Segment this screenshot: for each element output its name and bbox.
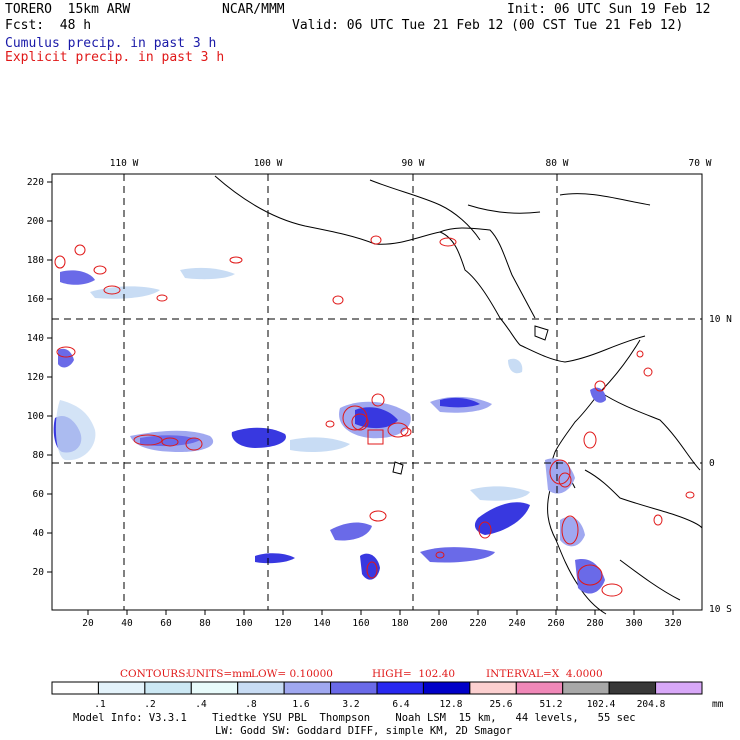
x-tick-label: 140 [313, 618, 330, 629]
y-tick-label: 40 [33, 528, 45, 539]
contours-high: HIGH= 102.40 [372, 668, 456, 680]
colorbar-unit: mm [712, 699, 724, 710]
lon-label-80w: 80 W [546, 158, 569, 169]
lat-label-eq: 0 [709, 458, 715, 469]
init-time: Init: 06 UTC Sun 19 Feb 12 [507, 2, 711, 17]
colorbar-swatch [330, 681, 378, 695]
field-title-explicit: Explicit precip. in past 3 h [5, 50, 225, 65]
map-area: 110 W 100 W 90 W 80 W 70 W 10 N 0 10 S 2… [27, 158, 732, 629]
axis-ticks [47, 181, 674, 615]
colorbar-swatch [655, 681, 703, 695]
contours-units: UNITS=mm [187, 668, 253, 680]
lat-lon-grid [52, 174, 702, 610]
x-tick-label: 260 [547, 618, 564, 629]
contours-label: CONTOURS: [120, 668, 189, 680]
valid-time: Valid: 06 UTC Tue 21 Feb 12 (00 CST Tue … [292, 18, 684, 33]
organization: NCAR/MMM [222, 2, 285, 17]
x-tick-label: 240 [508, 618, 525, 629]
x-tick-label: 200 [430, 618, 447, 629]
map-frame [51, 173, 703, 611]
x-tick-label: 220 [469, 618, 486, 629]
y-tick-label: 140 [27, 333, 44, 344]
y-tick-label: 100 [27, 411, 44, 422]
colorbar-label: .1 [94, 699, 106, 710]
colorbar-swatch [515, 681, 564, 695]
explicit-precip-contours [54, 235, 695, 597]
lon-label-110w: 110 W [110, 158, 139, 169]
y-tick-label: 80 [33, 450, 45, 461]
colorbar-swatch [469, 681, 517, 695]
contours-low: LOW= 0.10000 [251, 668, 333, 680]
colorbar-labels: .1 .2 .4 .8 1.6 3.2 6.4 12.8 25.6 51.2 1… [94, 699, 723, 710]
lon-label-100w: 100 W [254, 158, 283, 169]
colorbar-swatch [144, 681, 192, 695]
y-tick-label: 180 [27, 255, 44, 266]
x-tick-label: 280 [586, 618, 603, 629]
y-tick-label: 20 [33, 567, 45, 578]
colorbar-label: 1.6 [292, 699, 309, 710]
colorbar-label: 102.4 [587, 699, 616, 710]
colorbar-swatch [190, 681, 239, 695]
x-tick-label: 20 [82, 618, 94, 629]
colorbar-swatch [237, 681, 285, 695]
lon-label-70w: 70 W [689, 158, 712, 169]
colorbar-swatch [376, 681, 424, 695]
x-tick-label: 300 [625, 618, 642, 629]
y-tick-label: 200 [27, 216, 44, 227]
x-tick-label: 100 [235, 618, 252, 629]
colorbar-label: 12.8 [440, 699, 463, 710]
colorbar-label: 204.8 [637, 699, 666, 710]
colorbar [51, 681, 703, 695]
lat-label-10s: 10 S [709, 604, 732, 615]
colorbar-swatch [51, 681, 99, 695]
colorbar-swatch [283, 681, 332, 695]
lat-label-10n: 10 N [709, 314, 732, 325]
colorbar-swatch [608, 681, 657, 695]
model-physics: LW: Godd SW: Goddard DIFF, simple KM, 2D… [215, 725, 513, 737]
x-tick-label: 120 [274, 618, 291, 629]
colorbar-swatch [562, 681, 610, 695]
y-tick-label: 160 [27, 294, 44, 305]
colorbar-label: .2 [144, 699, 155, 710]
colorbar-label: .8 [245, 699, 257, 710]
forecast-hour: Fcst: 48 h [5, 18, 92, 33]
colorbar-label: 6.4 [392, 699, 409, 710]
contours-interval: INTERVAL=X 4.0000 [486, 668, 603, 680]
x-tick-label: 60 [160, 618, 172, 629]
y-tick-label: 60 [33, 489, 45, 500]
x-tick-label: 160 [352, 618, 369, 629]
lon-label-90w: 90 W [402, 158, 425, 169]
cumulus-precip-shading [53, 267, 606, 594]
colorbar-label: 3.2 [342, 699, 359, 710]
colorbar-label: .4 [195, 699, 207, 710]
x-tick-label: 80 [199, 618, 211, 629]
model-info: Model Info: V3.3.1 Tiedtke YSU PBL Thomp… [73, 712, 636, 724]
colorbar-swatch [422, 681, 471, 695]
y-tick-label: 220 [27, 177, 44, 188]
y-tick-label: 120 [27, 372, 44, 383]
colorbar-label: 51.2 [540, 699, 563, 710]
x-tick-label: 40 [121, 618, 133, 629]
colorbar-swatch [97, 681, 146, 695]
x-tick-label: 180 [391, 618, 408, 629]
x-tick-label: 320 [664, 618, 681, 629]
field-title-cumulus: Cumulus precip. in past 3 h [5, 36, 217, 51]
model-name: TORERO 15km ARW [5, 2, 131, 17]
colorbar-label: 25.6 [490, 699, 513, 710]
